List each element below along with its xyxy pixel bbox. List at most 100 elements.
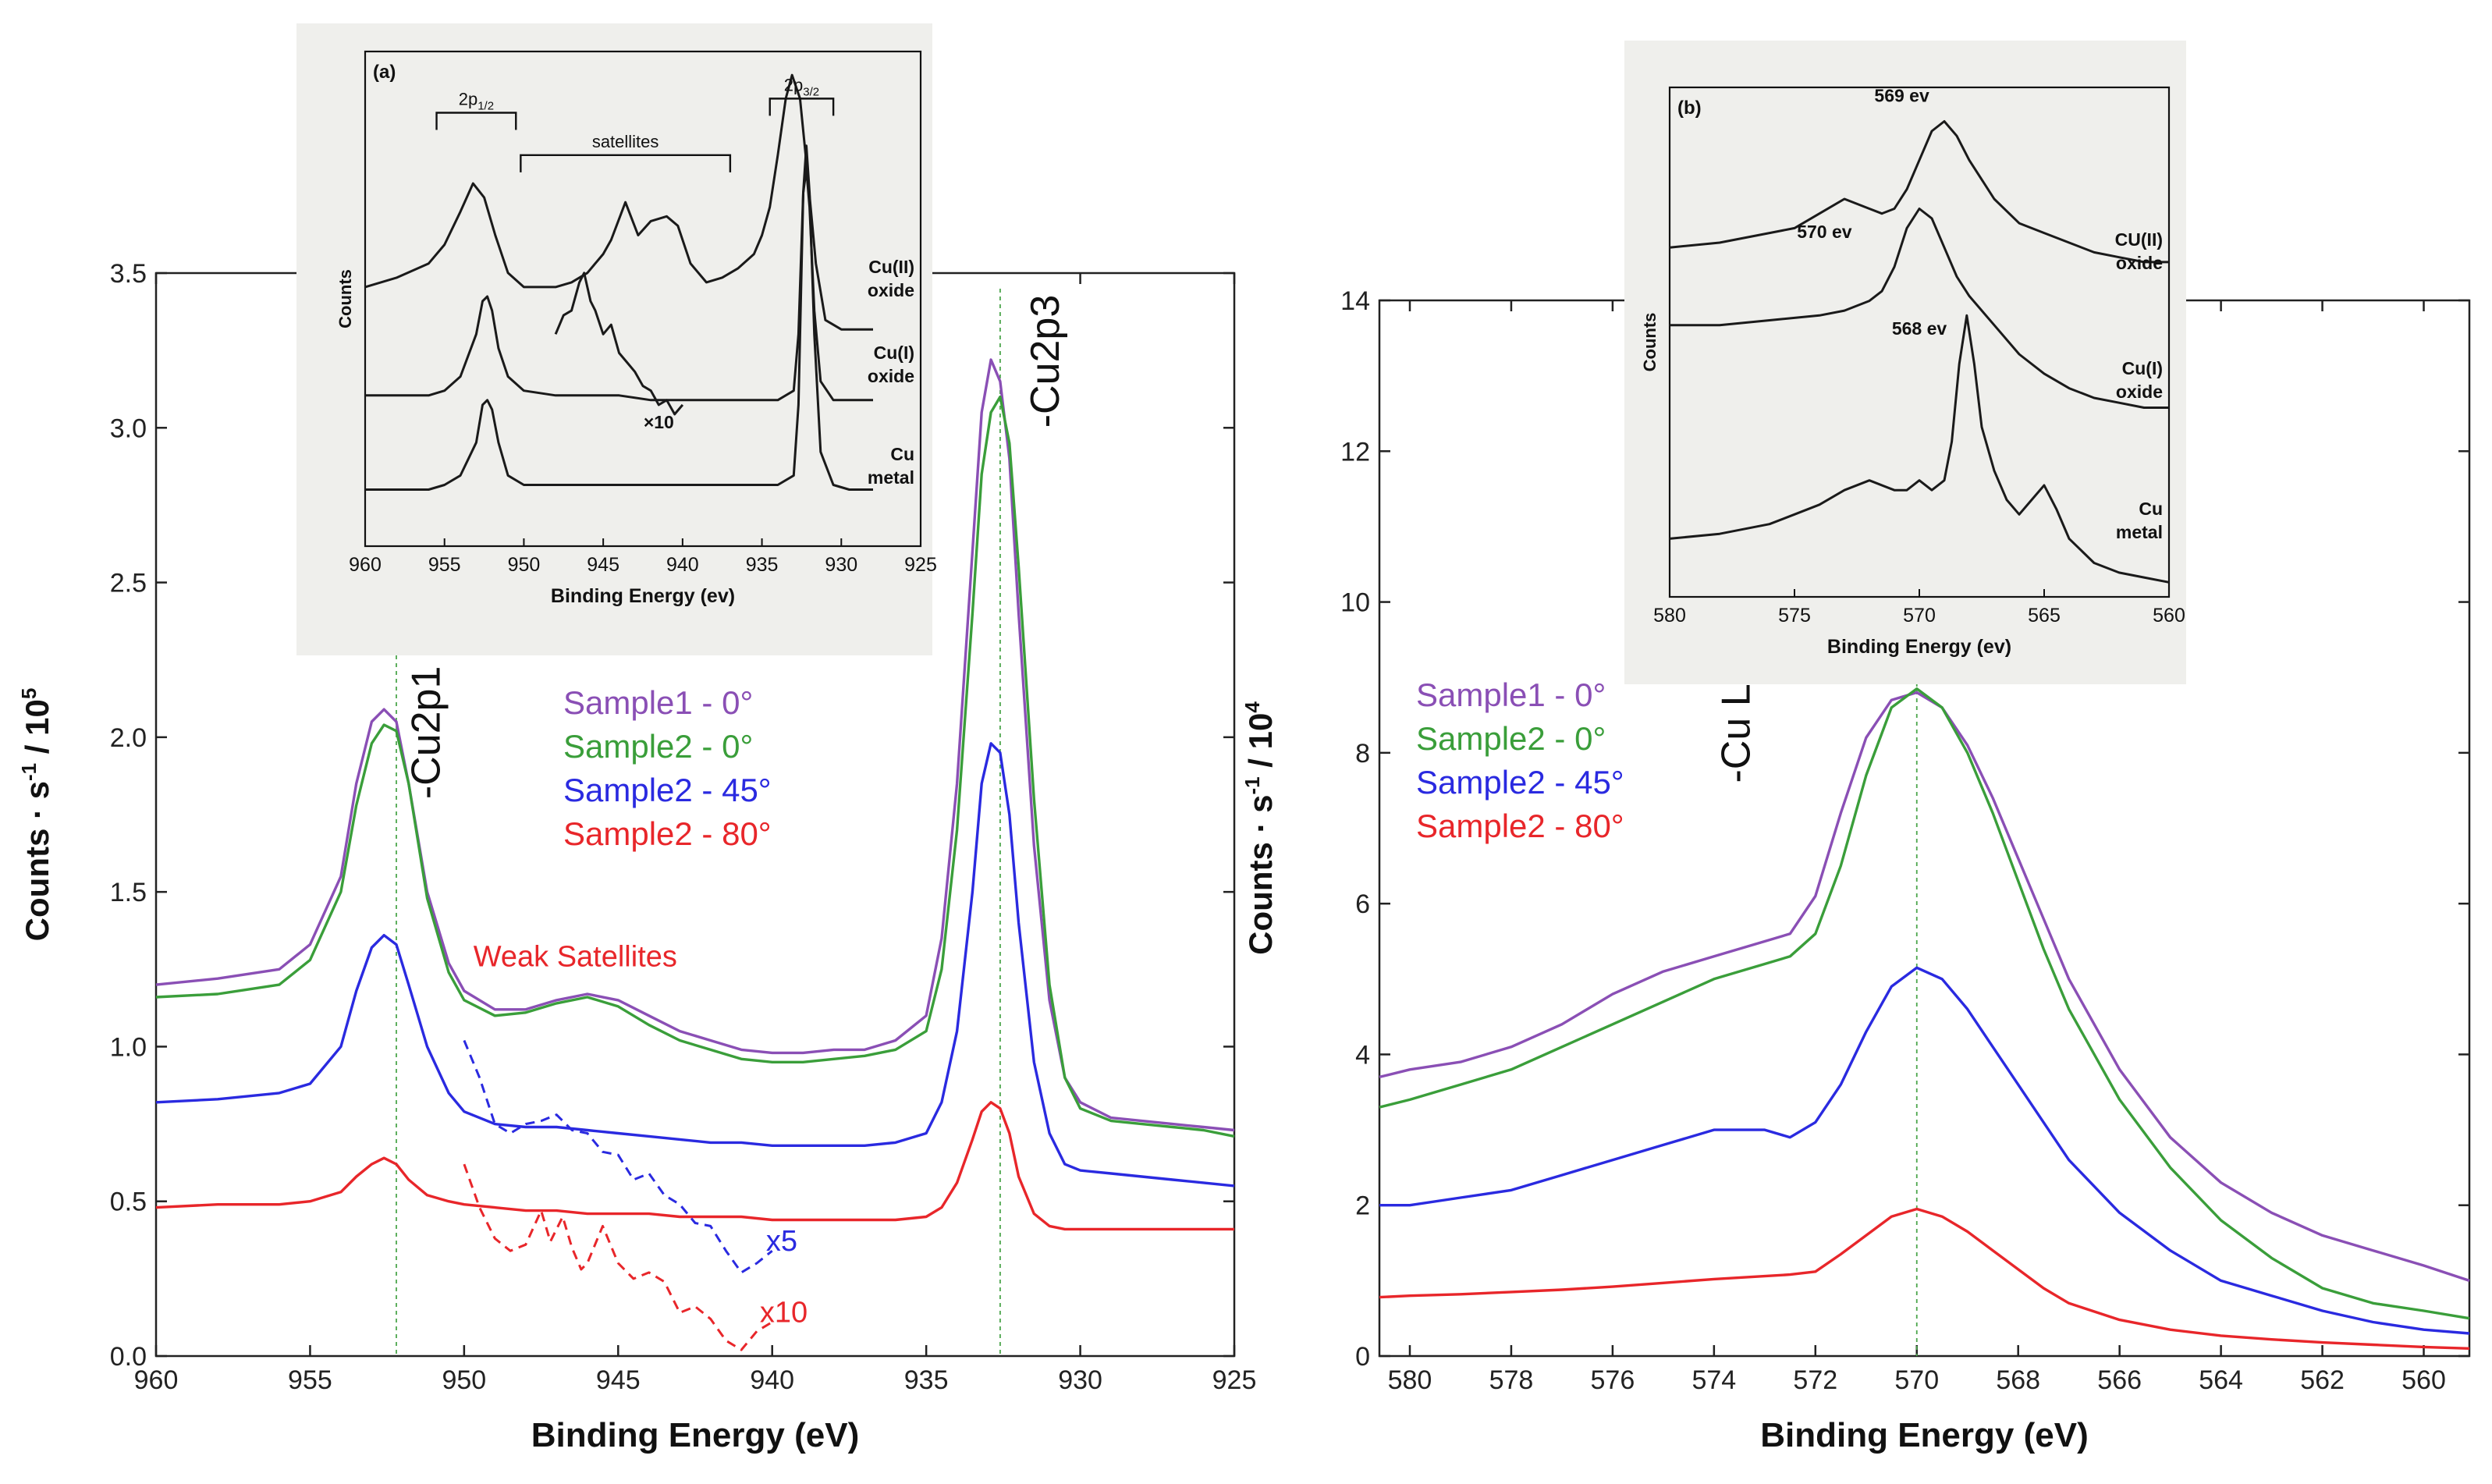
left-x-tick-label: 955: [288, 1365, 332, 1395]
right-y-tick-label: 12: [1340, 437, 1370, 467]
inset_a-bracket-label-main: 2p: [784, 75, 803, 94]
inset_a-inset-y-axis-title: Counts: [335, 269, 355, 328]
inset_b-inset-annotation: 568 ev: [1892, 318, 1947, 339]
inset_b-inset-annotation: 570 ev: [1797, 222, 1852, 242]
left-x-tick-label: 925: [1212, 1365, 1257, 1395]
right-x-tick-label: 572: [1793, 1365, 1837, 1395]
left-annotation: Weak Satellites: [474, 940, 677, 973]
right-y-tick-label: 6: [1355, 889, 1370, 919]
right-legend-entry: Sample2 - 80°: [1416, 808, 1624, 844]
inset_a-inset-x-tick-label: 940: [666, 554, 699, 576]
right-x-tick-label: 560: [2401, 1365, 2446, 1395]
left-y-tick-label: 3.5: [110, 259, 147, 289]
inset_a-inset-x-tick-label: 930: [825, 554, 857, 576]
left-y-axis-title-part: -1: [17, 763, 41, 781]
inset_a-bracket-subscript: 1/2: [477, 99, 494, 112]
inset_a-inset-x-tick-label: 925: [904, 554, 937, 576]
inset_b-curve-label: oxide: [2116, 253, 2163, 273]
right-y-axis-title-part: 4: [1241, 701, 1264, 713]
left-legend-entry: Sample1 - 0°: [563, 684, 753, 721]
inset_b-curve-label: Cu: [2139, 499, 2163, 519]
inset_a-inset-x-tick-label: 935: [746, 554, 779, 576]
inset_b-curve-label: oxide: [2116, 382, 2163, 402]
left-legend-entry: Sample2 - 45°: [563, 772, 772, 808]
inset_a-inset-x-tick-label: 960: [349, 554, 382, 576]
right-y-tick-label: 2: [1355, 1191, 1370, 1221]
inset_a-panel-label: (a): [373, 62, 396, 83]
left-x-tick-label: 950: [442, 1365, 486, 1395]
right-y-axis-title-part: / 10: [1242, 713, 1279, 777]
inset_a-bracket-label-main: 2p: [459, 89, 477, 108]
inset_b-curve-label: Cu(I): [2122, 358, 2163, 378]
right-legend-entry: Sample1 - 0°: [1416, 676, 1606, 713]
left-y-tick-label: 1.0: [110, 1032, 147, 1062]
inset_a-curve-label: metal: [868, 467, 914, 488]
left-y-tick-label: 3.0: [110, 414, 147, 443]
inset_a-curve-label: oxide: [868, 366, 914, 386]
inset_b-inset-x-tick-label: 580: [1653, 605, 1686, 627]
right-y-tick-label: 8: [1355, 739, 1370, 769]
right-legend-entry: Sample2 - 45°: [1416, 764, 1624, 801]
left-y-axis-title-part: 5: [17, 688, 41, 699]
right-y-axis-title-part: -1: [1241, 776, 1264, 794]
right-y-tick-label: 10: [1340, 588, 1370, 618]
right-x-tick-label: 574: [1692, 1365, 1736, 1395]
right-y-tick-label: 0: [1355, 1342, 1370, 1372]
right-x-tick-label: 580: [1388, 1365, 1432, 1395]
inset_a-inset-x-tick-label: 955: [428, 554, 461, 576]
right-x-tick-label: 568: [1996, 1365, 2040, 1395]
inset_a-curve-label: Cu(II): [868, 257, 914, 277]
right-x-axis-title: Binding Energy (eV): [1760, 1416, 2088, 1454]
left-y-tick-label: 0.5: [110, 1188, 147, 1217]
left-x-axis-title: Binding Energy (eV): [531, 1416, 859, 1454]
inset_a-inset: 960 955 950 945 940 935 930 925 Binding Energy (…: [296, 23, 937, 655]
left-x-tick-label: 945: [596, 1365, 641, 1395]
right-x-tick-label: 566: [2097, 1365, 2142, 1395]
left-y-axis-title-part: Counts · s: [19, 781, 55, 941]
inset_b-inset-x-tick-label: 565: [2028, 605, 2061, 627]
left-x-tick-label: 930: [1058, 1365, 1102, 1395]
right-x-tick-label: 562: [2300, 1365, 2345, 1395]
right-x-tick-label: 578: [1489, 1365, 1534, 1395]
right-y-tick-label: 4: [1355, 1040, 1370, 1070]
right-legend-entry: Sample2 - 0°: [1416, 720, 1606, 757]
left-y-tick-label: 2.5: [110, 569, 147, 598]
inset_b-panel-label: (b): [1677, 98, 1702, 119]
left-x-tick-label: 935: [904, 1365, 949, 1395]
right-x-tick-label: 564: [2199, 1365, 2243, 1395]
inset_b-curve-label: CU(II): [2115, 229, 2163, 250]
left-y-axis-title: Counts · s-1 / 105: [17, 688, 55, 942]
inset_a-inset-annotation: ×10: [644, 412, 674, 432]
left-y-tick-label: 2.0: [110, 723, 147, 753]
right-x-tick-label: 570: [1894, 1365, 1939, 1395]
inset_b-inset-annotation: 569 ev: [1874, 86, 1929, 106]
right-y-axis-title: Counts · s-1 / 104: [1241, 701, 1279, 955]
left-legend-entry: Sample2 - 80°: [563, 815, 772, 852]
inset_b-inset-y-axis-title: Counts: [1640, 313, 1660, 372]
left-y-tick-label: 1.5: [110, 878, 147, 907]
inset_a-curve-label: Cu(I): [874, 343, 914, 363]
inset_b-inset: 580 575 570 565 560 Binding Energy (ev) Counts…: [1624, 41, 2186, 684]
xps-figure: 960 955 950 945 940 935 930 925 0.0 0.5 1.0 1.5 2.0 2…: [0, 0, 2492, 1484]
inset_a-curve-label: oxide: [868, 280, 914, 300]
inset_a-inset-x-axis-title: Binding Energy (ev): [551, 585, 735, 607]
left-annotation: x5: [766, 1225, 797, 1258]
left-y-tick-label: 0.0: [110, 1342, 147, 1372]
inset_b-inset-x-tick-label: 560: [2153, 605, 2185, 627]
left-peak-label: -Cu2p1: [403, 666, 449, 800]
inset_b-inset-x-tick-label: 570: [1903, 605, 1936, 627]
left-annotation: x10: [760, 1296, 808, 1329]
inset_b-inset-background: [1624, 41, 2186, 684]
left-legend-entry: Sample2 - 0°: [563, 728, 753, 765]
inset_a-inset-x-tick-label: 950: [508, 554, 541, 576]
inset_b-inset-x-axis-title: Binding Energy (ev): [1827, 636, 2011, 658]
right-y-tick-label: 14: [1340, 286, 1370, 316]
left-x-tick-label: 940: [750, 1365, 794, 1395]
inset_a-bracket-subscript: 3/2: [803, 85, 819, 98]
inset_a-inset-x-tick-label: 945: [587, 554, 619, 576]
right-y-axis-title-part: Counts · s: [1242, 795, 1279, 955]
left-y-axis-title-part: / 10: [19, 699, 55, 763]
inset_b-inset-x-tick-label: 575: [1778, 605, 1811, 627]
inset_a-bracket-label: satellites: [592, 132, 659, 151]
inset_a-curve-label: Cu: [890, 444, 914, 464]
